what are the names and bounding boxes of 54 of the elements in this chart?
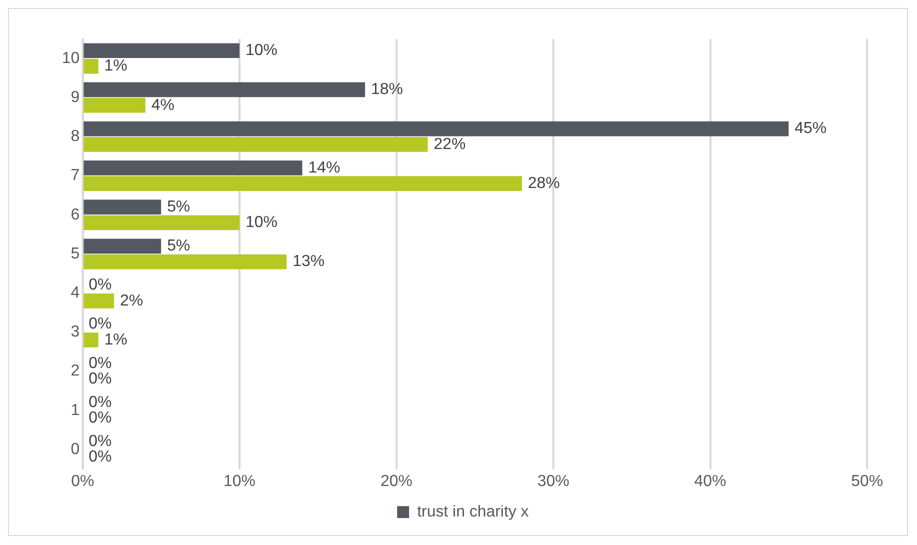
data-label: 18% <box>371 81 403 98</box>
data-label: 10% <box>246 214 278 232</box>
data-label: 0% <box>88 410 112 427</box>
y-tick-label: 9 <box>70 88 80 106</box>
bar <box>84 238 162 254</box>
data-label: 28% <box>528 174 560 192</box>
bar <box>84 98 146 113</box>
data-label: 4% <box>151 96 174 114</box>
bar <box>84 43 240 58</box>
y-tick-label: 4 <box>70 284 80 302</box>
bar <box>84 215 240 230</box>
bar <box>84 137 428 152</box>
data-label: 10% <box>246 42 278 60</box>
x-tick-label: 0% <box>71 473 94 490</box>
bar <box>84 58 98 74</box>
x-tick-label: 40% <box>694 473 726 490</box>
bar <box>84 332 98 348</box>
x-tick-label: 50% <box>851 473 884 490</box>
data-label: 0% <box>88 276 112 294</box>
bar <box>84 254 287 270</box>
data-label: 0% <box>88 316 112 333</box>
x-tick-label: 20% <box>380 473 412 490</box>
data-label: 1% <box>104 331 128 348</box>
y-tick-label: 3 <box>70 324 80 341</box>
data-label: 0% <box>88 370 112 388</box>
data-label: 45% <box>794 120 827 138</box>
data-label: 13% <box>292 253 325 270</box>
data-label: 0% <box>88 433 112 450</box>
bar <box>84 176 522 192</box>
bar <box>84 200 162 214</box>
bar <box>84 82 366 98</box>
y-tick-label: 8 <box>70 128 80 146</box>
x-tick-label: 30% <box>537 473 570 490</box>
bar <box>84 121 789 136</box>
data-label: 0% <box>88 448 112 466</box>
y-tick-label: 2 <box>70 362 80 380</box>
data-label: 2% <box>120 292 144 310</box>
y-tick-label: 7 <box>70 167 80 184</box>
y-tick-label: 0 <box>70 440 80 458</box>
bar <box>84 160 302 176</box>
data-label: 14% <box>308 159 340 176</box>
y-tick-label: 6 <box>70 206 80 224</box>
legend-label: trust in charity x <box>417 503 529 520</box>
data-label: 5% <box>167 238 190 255</box>
data-label: 5% <box>167 198 190 216</box>
y-tick-label: 5 <box>70 245 80 262</box>
data-label: 0% <box>88 394 112 411</box>
bar <box>84 293 114 308</box>
y-tick-label: 1 <box>70 402 80 419</box>
x-tick-label: 10% <box>224 473 256 490</box>
data-label: 22% <box>434 136 466 153</box>
data-label: 1% <box>104 58 128 75</box>
y-tick-label: 10 <box>62 50 80 67</box>
data-label: 0% <box>88 354 112 372</box>
